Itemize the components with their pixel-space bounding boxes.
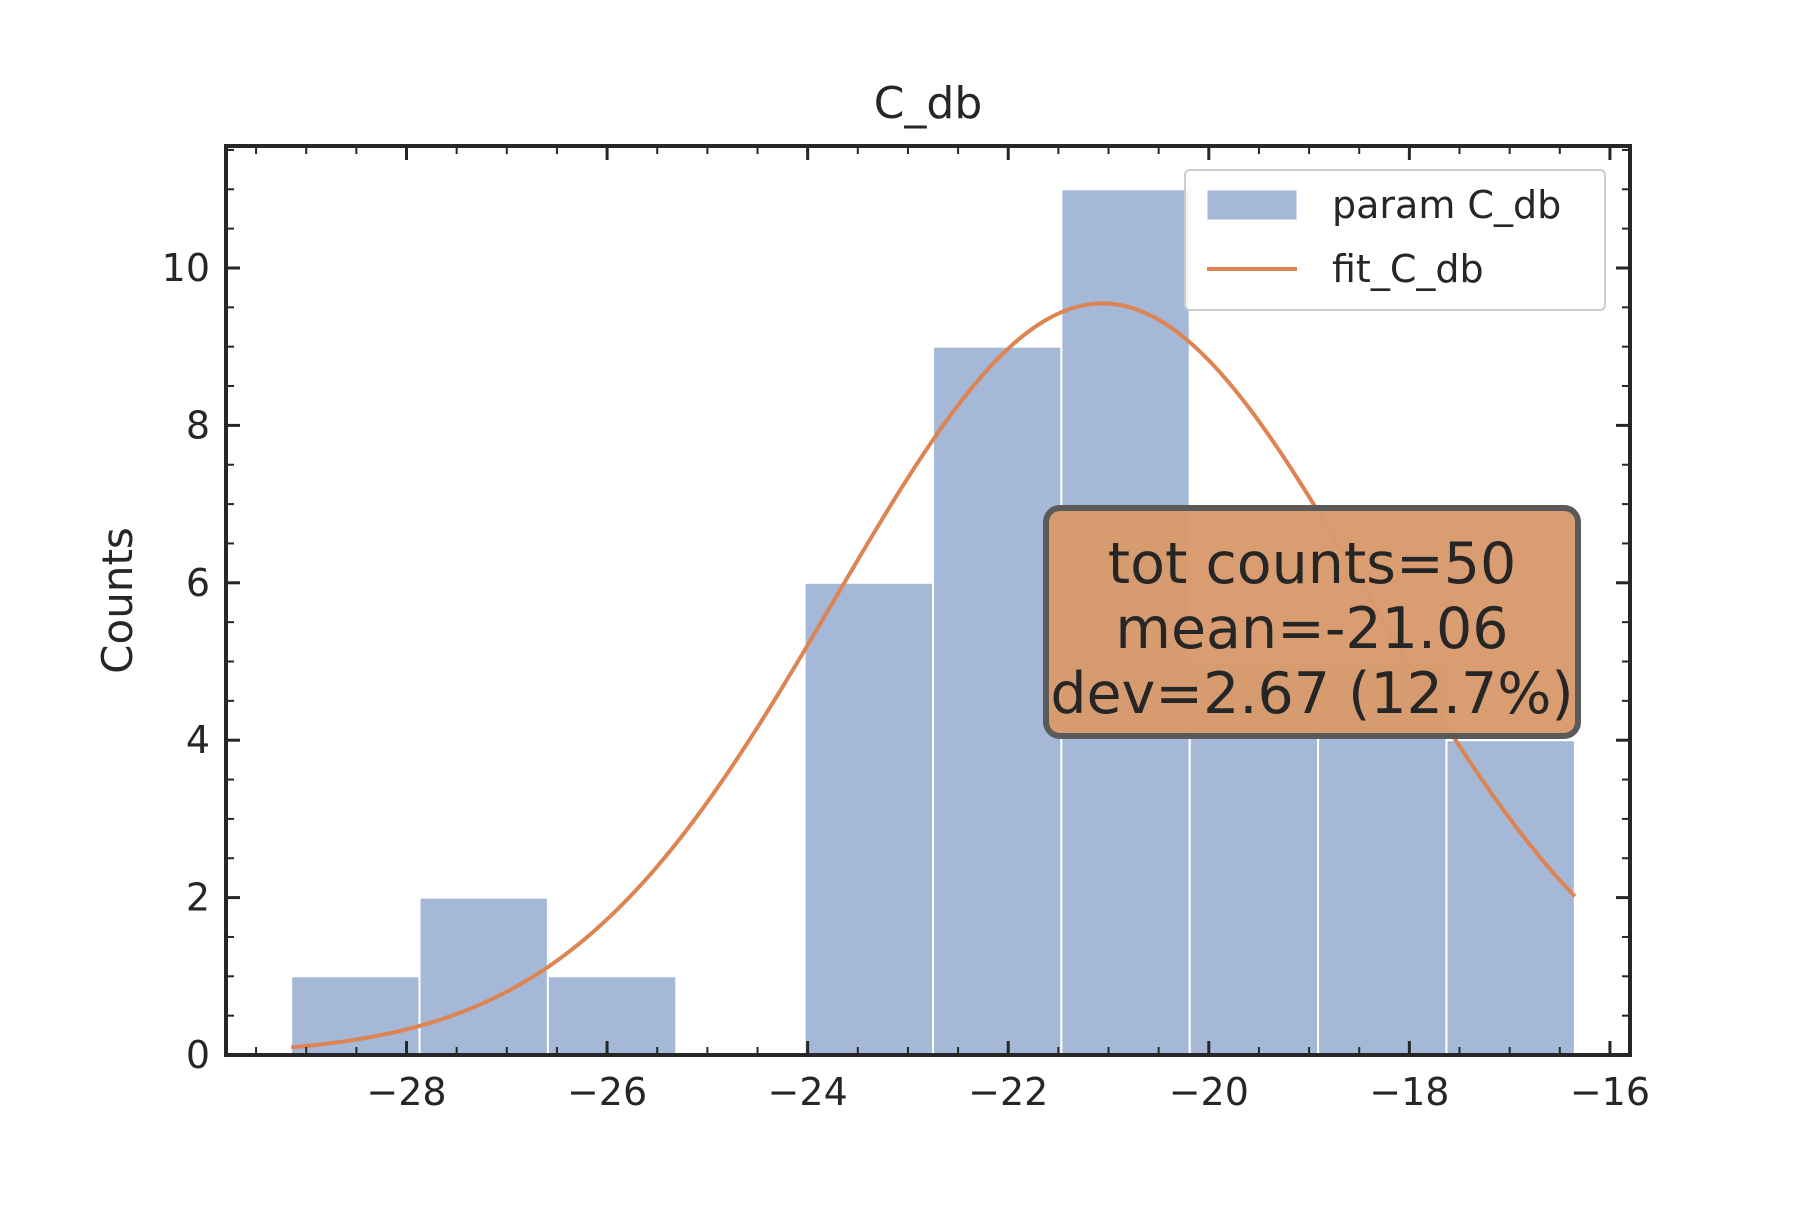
histogram-bar [546,975,678,1057]
y-tick-label: 0 [186,1033,210,1077]
histogram-bar [932,345,1063,1057]
chart-title: C_db [874,78,983,129]
y-tick-label: 10 [162,246,210,290]
legend-histogram-swatch [1206,189,1298,221]
histogram-bar [290,975,421,1057]
stats-annotation: tot counts=50 mean=-21.06 dev=2.67 (12.7… [1043,505,1581,739]
x-tick-label: −22 [968,1070,1048,1114]
plot-frame [224,144,1632,1057]
y-tick-label: 6 [186,561,210,605]
x-tick-label: −20 [1169,1070,1249,1114]
stats-box [1043,505,1581,739]
x-tick-label: −26 [567,1070,647,1114]
histogram-bar [803,581,935,1057]
histogram-bar [418,896,549,1057]
axis-ticks: −28 −26 −24 −22 −20 −18 −16 0 2 4 6 8 10 [162,146,1650,1114]
legend: param C_db fit_C_db [1184,169,1606,311]
x-tick-label: −16 [1570,1070,1650,1114]
stats-total-counts: tot counts=50 [1108,531,1517,597]
legend-fit-label: fit_C_db [1332,247,1484,291]
y-tick-label: 8 [186,403,210,447]
y-tick-label: 2 [186,876,210,920]
x-tick-label: −28 [366,1070,446,1114]
x-tick-label: −18 [1369,1070,1449,1114]
stats-deviation: dev=2.67 (12.7%) [1050,661,1573,727]
y-axis-label: Counts [93,527,142,674]
x-tick-label: −24 [768,1070,848,1114]
legend-histogram-label: param C_db [1332,183,1561,227]
y-tick-label: 4 [186,718,210,762]
histogram-bar [1445,739,1576,1057]
stats-mean: mean=-21.06 [1115,596,1508,662]
